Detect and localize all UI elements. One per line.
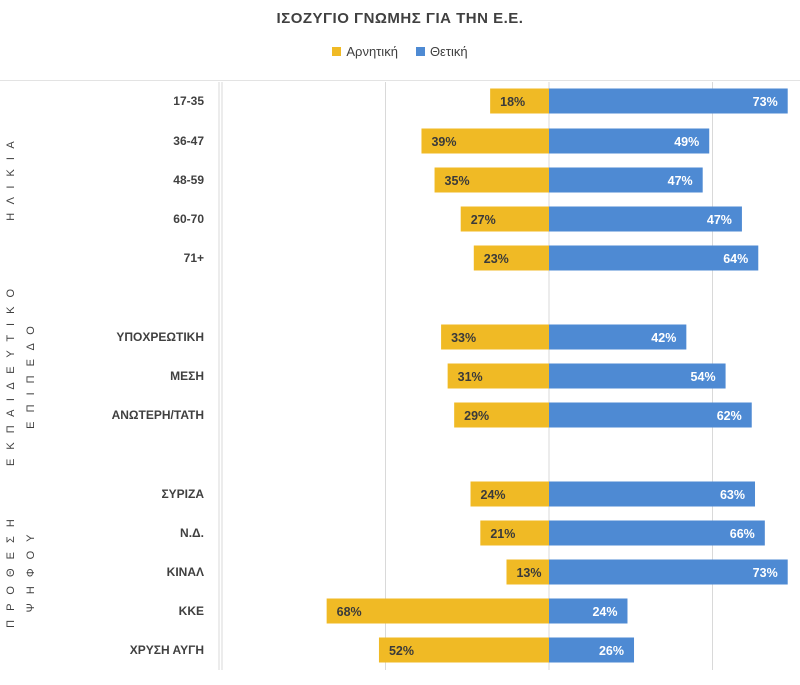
category-label: 71+ [184, 251, 204, 265]
bar-positive [549, 206, 742, 232]
legend-item-negative: Αρνητική [332, 44, 398, 59]
top-divider [0, 80, 800, 81]
legend-item-positive: Θετική [415, 44, 468, 59]
bar-negative [473, 245, 549, 271]
data-label-positive: 47% [707, 213, 732, 227]
legend-label-positive: Θετική [429, 44, 468, 59]
bar-positive [549, 637, 635, 663]
category-label: 17-35 [173, 94, 204, 108]
bar-positive [549, 598, 628, 624]
data-label-negative: 29% [464, 409, 489, 423]
data-label-negative: 31% [458, 370, 483, 384]
bar-negative [506, 559, 549, 585]
category-label: ΧΡΥΣΗ ΑΥΓΗ [130, 643, 204, 657]
data-label-negative: 52% [389, 644, 414, 658]
legend-label-negative: Αρνητική [346, 44, 398, 59]
bar-negative [378, 637, 549, 663]
group-label: Ε Π Ι Π Ε Δ Ο [25, 323, 37, 429]
bar-positive [549, 402, 752, 428]
category-label: ΚΚΕ [179, 604, 204, 618]
data-label-negative: 39% [431, 135, 456, 149]
bar-positive [549, 520, 765, 546]
bar-positive [549, 559, 788, 585]
bar-negative [490, 88, 549, 114]
data-label-negative: 18% [500, 95, 525, 109]
bar-negative [480, 520, 549, 546]
group-label: Π Ρ Ο Θ Ε Σ Η [5, 516, 17, 628]
data-label-positive: 49% [674, 135, 699, 149]
category-label: ΣΥΡΙΖΑ [161, 487, 204, 501]
bar-negative [470, 481, 549, 507]
category-label: ΥΠΟΧΡΕΩΤΙΚΗ [116, 330, 204, 344]
category-label: Ν.Δ. [180, 526, 204, 540]
category-label: ΜΕΣΗ [170, 369, 204, 383]
data-label-positive: 24% [592, 605, 617, 619]
data-label-negative: 27% [471, 213, 496, 227]
bar-positive [549, 128, 710, 154]
legend: Αρνητική Θετική [0, 44, 800, 59]
group-label: Η Λ Ι Κ Ι Α [5, 138, 17, 221]
data-label-negative: 24% [481, 488, 506, 502]
bar-negative [441, 324, 549, 350]
data-label-positive: 73% [753, 95, 778, 109]
bar-negative [326, 598, 549, 624]
bar-positive [549, 245, 759, 271]
category-label: 60-70 [173, 212, 204, 226]
data-label-positive: 47% [668, 174, 693, 188]
bar-positive [549, 363, 726, 389]
data-label-negative: 33% [451, 331, 476, 345]
bar-positive [549, 88, 788, 114]
group-label: Ε Κ Π Α Ι Δ Ε Υ Τ Ι Κ Ο [5, 286, 17, 466]
data-label-positive: 26% [599, 644, 624, 658]
category-label: ΚΙΝΑΛ [167, 565, 204, 579]
legend-swatch-positive [415, 47, 425, 56]
data-label-positive: 63% [720, 488, 745, 502]
bar-negative [454, 402, 549, 428]
data-label-negative: 21% [490, 527, 515, 541]
category-label: 36-47 [173, 134, 204, 148]
data-label-negative: 23% [484, 252, 509, 266]
data-label-positive: 62% [717, 409, 742, 423]
data-label-negative: 13% [516, 566, 541, 580]
bar-positive [549, 481, 756, 507]
data-label-positive: 66% [730, 527, 755, 541]
data-label-positive: 42% [651, 331, 676, 345]
bar-positive [549, 167, 703, 193]
category-label: 48-59 [173, 173, 204, 187]
data-label-positive: 54% [691, 370, 716, 384]
data-label-negative: 35% [445, 174, 470, 188]
bar-negative [421, 128, 549, 154]
bar-negative [447, 363, 549, 389]
data-label-positive: 73% [753, 566, 778, 580]
bar-positive [549, 324, 687, 350]
legend-swatch-negative [332, 47, 342, 56]
category-label: ΑΝΩΤΕΡΗ/ΤΑΤΗ [112, 408, 204, 422]
bar-negative [460, 206, 549, 232]
group-label: Ψ Η Φ Ο Υ [25, 532, 37, 613]
data-label-negative: 68% [337, 605, 362, 619]
chart-title: ΙΣΟΖΥΓΙΟ ΓΝΩΜΗΣ ΓΙΑ ΤΗΝ Ε.Ε. [276, 10, 524, 27]
bar-negative [434, 167, 549, 193]
data-label-positive: 64% [723, 252, 748, 266]
